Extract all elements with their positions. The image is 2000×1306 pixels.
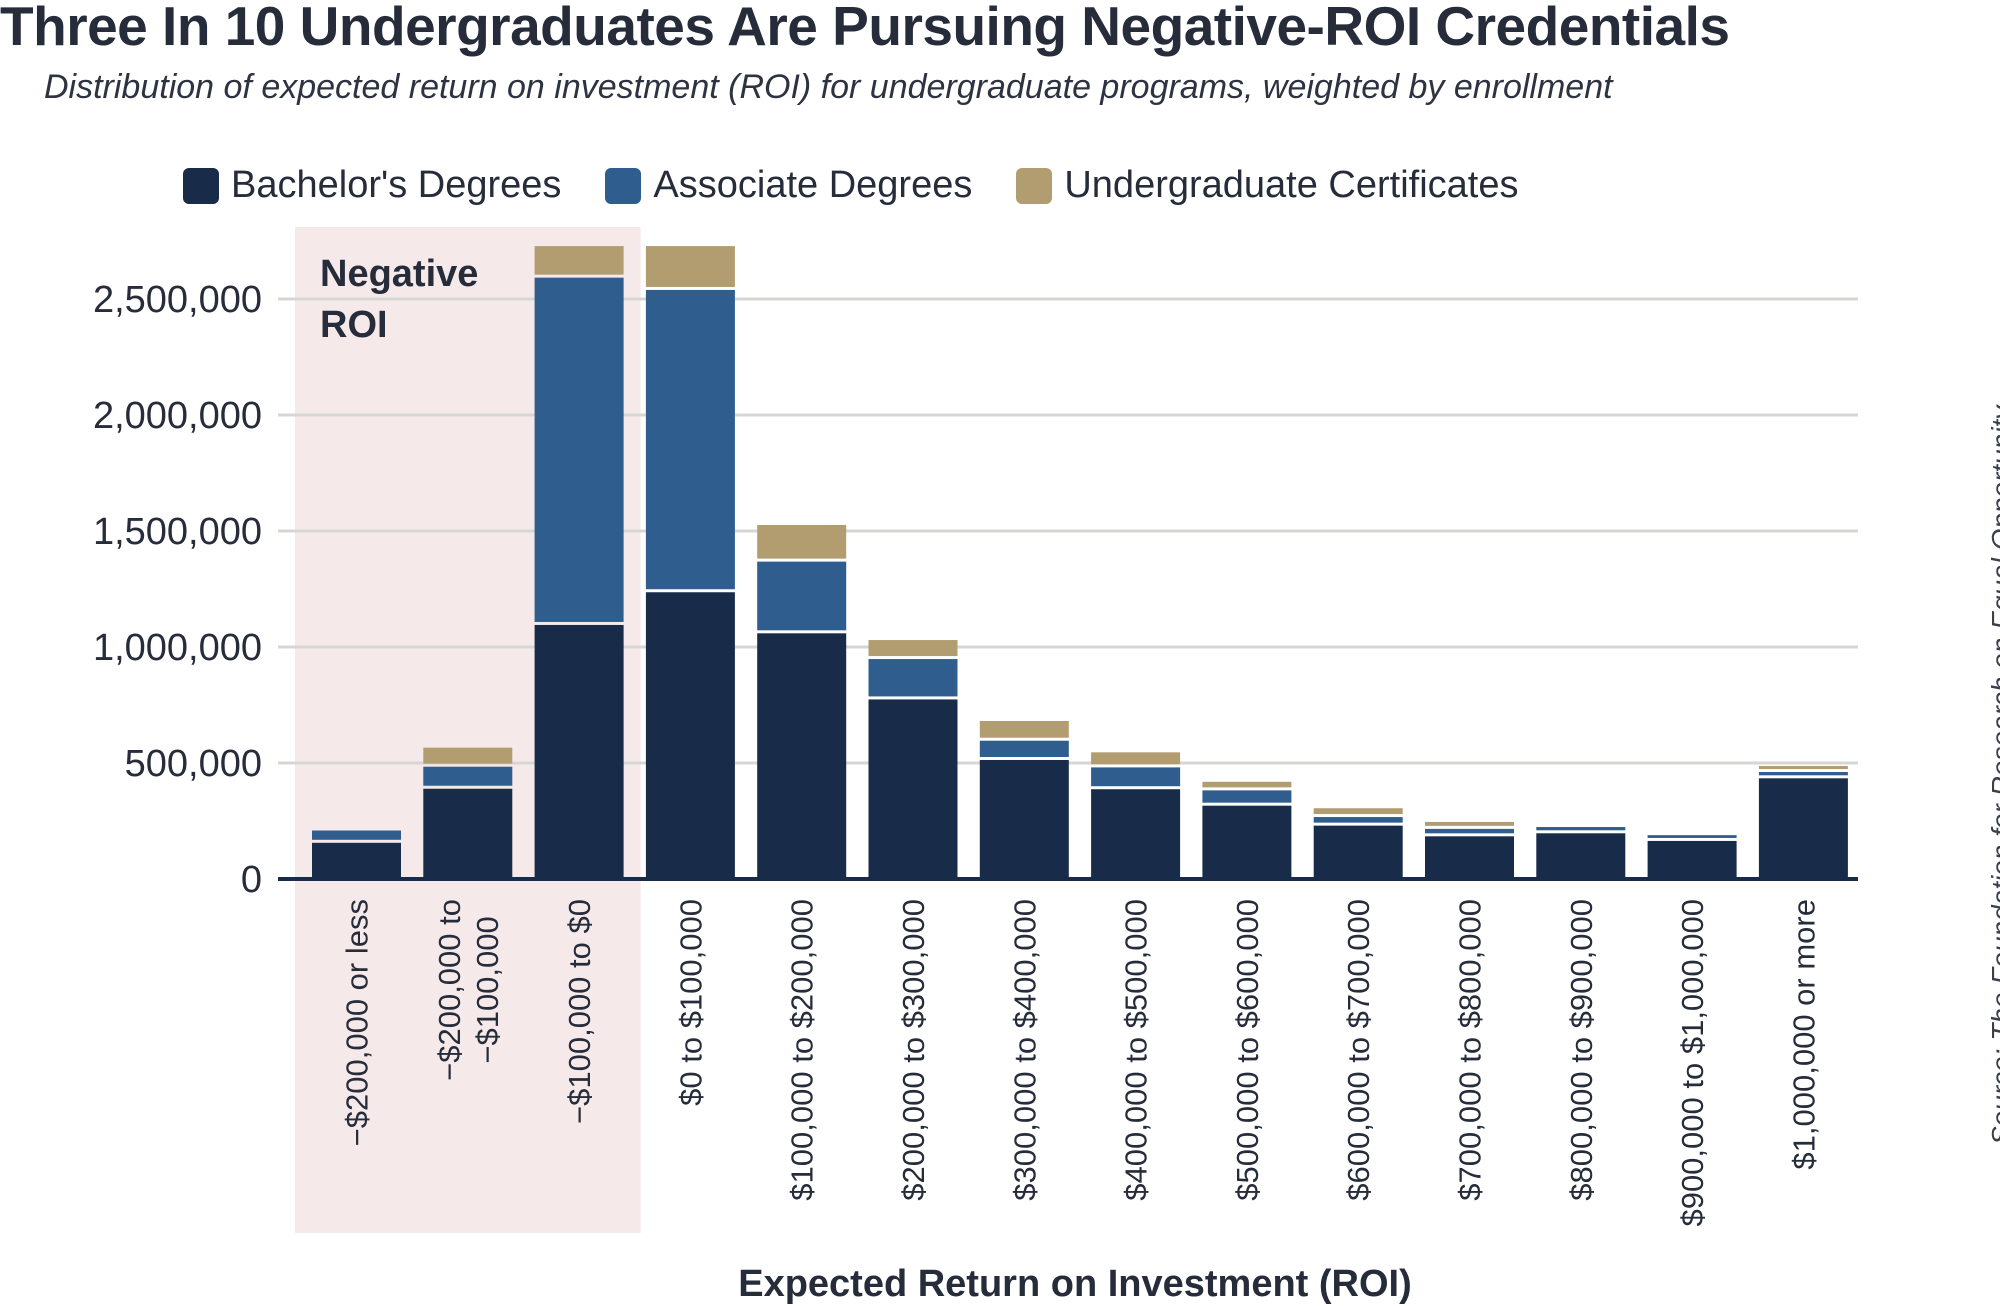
bar-stack xyxy=(1425,821,1514,879)
bar-segment-associate xyxy=(757,561,847,631)
bar-stack xyxy=(534,246,624,879)
negative-roi-label: Negative xyxy=(320,253,478,295)
y-tick-label: 1,500,000 xyxy=(93,511,262,553)
bar-segment-certificates xyxy=(868,640,958,657)
bar-stack xyxy=(1313,808,1403,879)
x-tick-label: $200,000 to $300,000 xyxy=(896,899,931,1201)
bar-stack xyxy=(1091,752,1181,879)
bar-stack xyxy=(979,721,1069,879)
bar-segment-certificates xyxy=(645,246,735,287)
source-note: Source: The Foundation for Research on E… xyxy=(1986,405,2000,1145)
y-tick-label: 2,000,000 xyxy=(93,395,262,437)
negative-roi-label: ROI xyxy=(320,304,388,346)
x-tick-label: $300,000 to $400,000 xyxy=(1007,899,1042,1201)
x-tick-label: $500,000 to $600,000 xyxy=(1230,899,1265,1201)
bar-segment-certificates xyxy=(534,246,624,275)
bar-stack xyxy=(1536,827,1626,879)
bar-segment-associate xyxy=(1313,817,1403,823)
x-tick-label: −$200,000 to xyxy=(432,899,467,1081)
x-tick-label: −$100,000 to $0 xyxy=(562,899,597,1124)
bar-segment-associate xyxy=(868,659,958,697)
bar-segment-associate xyxy=(1202,790,1292,803)
bar-segment-associate xyxy=(1425,828,1514,834)
bar-segment-bachelors xyxy=(1313,825,1403,879)
bar-stack xyxy=(312,830,401,879)
y-tick-label: 0 xyxy=(241,859,262,901)
y-tick-label: 2,500,000 xyxy=(93,279,262,321)
bar-segment-bachelors xyxy=(534,624,624,879)
bar-segment-certificates xyxy=(1758,766,1848,770)
bar-segment-bachelors xyxy=(1536,833,1626,879)
legend-label-bachelors: Bachelor's Degrees xyxy=(231,164,562,206)
x-axis-title: Expected Return on Investment (ROI) xyxy=(738,1263,1412,1305)
legend-label-associate: Associate Degrees xyxy=(653,164,973,206)
bar-segment-associate xyxy=(423,766,513,786)
y-axis-ticks: 0 500,000 1,000,000 1,500,000 2,000,000 2,500… xyxy=(93,279,262,901)
bar-segment-associate xyxy=(645,289,735,590)
bar-stack xyxy=(423,747,513,879)
x-tick-label: $700,000 to $800,000 xyxy=(1453,899,1488,1201)
x-axis-tick-labels: −$200,000 or less −$200,000 to −$100,000 −$… xyxy=(340,899,1822,1227)
legend-item-certificates: Undergraduate Certificates xyxy=(1016,164,1519,207)
legend-swatch-associate xyxy=(605,167,642,204)
bar-segment-certificates xyxy=(1091,752,1181,765)
bar-segment-bachelors xyxy=(1647,840,1737,879)
bar-segment-bachelors xyxy=(1091,789,1181,879)
bar-segment-bachelors xyxy=(312,842,401,879)
legend-item-associate: Associate Degrees xyxy=(605,164,972,207)
bar-stack xyxy=(757,524,847,879)
bar-segment-bachelors xyxy=(1425,836,1514,879)
legend-swatch-bachelors xyxy=(183,167,219,204)
bar-segment-bachelors xyxy=(979,759,1069,879)
bar-segment-associate xyxy=(979,740,1069,757)
legend-swatch-certificates xyxy=(1016,167,1053,204)
legend: Bachelor's Degrees Associate Degrees Und… xyxy=(183,164,1563,207)
bar-segment-bachelors xyxy=(868,699,958,879)
bar-segment-associate xyxy=(312,830,401,840)
bar-segment-bachelors xyxy=(1202,805,1292,879)
bar-segment-associate xyxy=(534,277,624,622)
bar-stack xyxy=(1647,835,1737,879)
x-tick-label: $400,000 to $500,000 xyxy=(1119,899,1154,1201)
y-tick-label: 500,000 xyxy=(125,743,262,785)
x-tick-label: $600,000 to $700,000 xyxy=(1341,899,1376,1201)
bar-segment-certificates xyxy=(757,524,847,559)
bar-segment-bachelors xyxy=(645,592,735,879)
x-tick-label: $800,000 to $900,000 xyxy=(1564,899,1599,1201)
x-tick-label: $100,000 to $200,000 xyxy=(785,899,820,1201)
bar-segment-bachelors xyxy=(1758,778,1848,879)
bar-segment-associate xyxy=(1091,767,1181,787)
bar-segment-certificates xyxy=(423,747,513,764)
bar-segment-associate xyxy=(1647,835,1737,838)
y-tick-label: 1,000,000 xyxy=(93,627,262,669)
x-tick-label: −$100,000 xyxy=(470,916,505,1063)
bar-segment-certificates xyxy=(979,721,1069,738)
bar-segment-certificates xyxy=(1202,781,1292,788)
x-tick-label: −$200,000 or less xyxy=(340,899,375,1146)
bar-stack xyxy=(645,246,735,879)
bar-segment-associate xyxy=(1758,772,1848,776)
bar-stack xyxy=(1202,781,1292,879)
legend-label-certificates: Undergraduate Certificates xyxy=(1064,164,1519,206)
legend-item-bachelors: Bachelor's Degrees xyxy=(183,164,561,207)
chart-title: Three In 10 Undergraduates Are Pursuing … xyxy=(0,0,1730,57)
bar-segment-certificates xyxy=(1425,821,1514,826)
bar-stack xyxy=(868,640,958,879)
bar-stack xyxy=(1758,766,1848,879)
bar-segment-bachelors xyxy=(757,633,847,879)
x-tick-label: $900,000 to $1,000,000 xyxy=(1675,899,1710,1227)
bar-segment-certificates xyxy=(1313,808,1403,815)
bar-segment-associate xyxy=(1536,827,1626,831)
bars xyxy=(312,246,1848,879)
chart-subtitle: Distribution of expected return on inves… xyxy=(44,68,1613,106)
bar-segment-bachelors xyxy=(423,788,513,879)
x-tick-label: $0 to $100,000 xyxy=(673,899,708,1106)
x-tick-label: $1,000,000 or more xyxy=(1786,899,1821,1170)
annotations: Negative ROI xyxy=(320,253,478,346)
